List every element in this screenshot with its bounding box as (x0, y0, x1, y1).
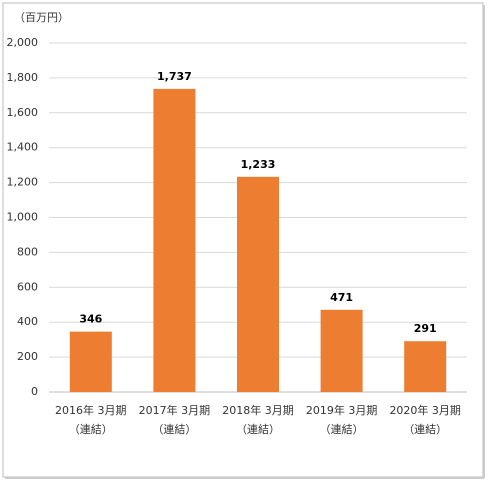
x-tick-label: 2020年 3月期 (389, 403, 461, 417)
x-tick-label: 2017年 3月期 (139, 403, 211, 417)
x-tick-label: （連結） (152, 422, 196, 436)
x-tick-label: （連結） (320, 422, 364, 436)
x-tick-label: 2018年 3月期 (222, 403, 294, 417)
bar (404, 341, 447, 392)
y-tick-label: 1,800 (7, 71, 39, 84)
y-tick-label: 400 (17, 315, 38, 328)
value-label: 1,737 (157, 70, 192, 83)
x-tick-label: 2019年 3月期 (306, 403, 378, 417)
x-tick-label: （連結） (236, 422, 280, 436)
y-tick-label: 1,400 (7, 141, 39, 154)
y-tick-label: 800 (17, 245, 38, 258)
bar (320, 309, 363, 392)
x-tick-label: （連結） (403, 422, 447, 436)
y-unit: （百万円） (14, 11, 69, 24)
value-label: 471 (330, 291, 353, 304)
y-tick-label: 1,000 (7, 211, 39, 224)
bar (69, 331, 112, 392)
y-tick-label: 2,000 (7, 36, 39, 49)
value-label: 346 (79, 313, 102, 326)
y-tick-label: 600 (17, 280, 38, 293)
y-tick-label: 0 (31, 385, 38, 398)
y-tick-label: 1,600 (7, 106, 39, 119)
value-label: 1,233 (241, 158, 276, 171)
bar (237, 176, 279, 392)
y-tick-label: 200 (17, 350, 38, 363)
x-tick-label: （連結） (69, 422, 113, 436)
x-tick-label: 2016年 3月期 (55, 403, 127, 417)
y-tick-label: 1,200 (7, 176, 39, 189)
value-label: 291 (414, 322, 437, 335)
bar (153, 88, 196, 393)
